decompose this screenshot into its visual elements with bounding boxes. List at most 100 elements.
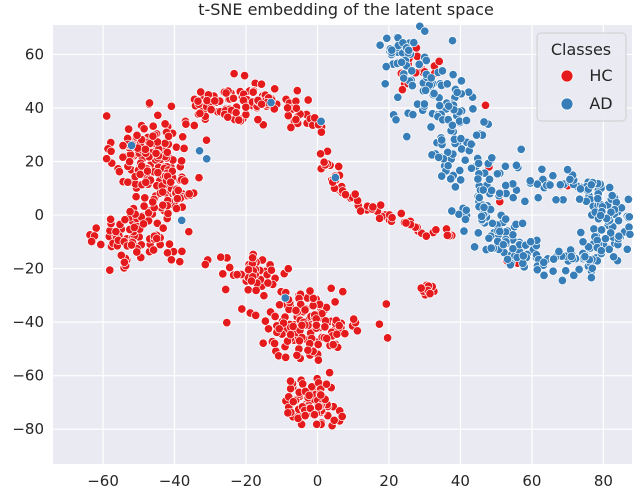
- ad-point: [127, 140, 137, 151]
- hc-point: [425, 289, 435, 299]
- legend-marker-ad: [560, 97, 574, 111]
- ad-point: [408, 110, 418, 120]
- hc-point: [270, 311, 280, 322]
- ad-point: [437, 135, 447, 145]
- hc-point: [421, 231, 431, 241]
- hc-point: [288, 397, 298, 407]
- hc-point: [270, 84, 280, 94]
- hc-point: [316, 149, 326, 159]
- ad-point: [177, 215, 187, 225]
- hc-point: [274, 300, 285, 310]
- hc-point: [221, 88, 231, 98]
- hc-point: [286, 330, 296, 340]
- ad-point: [466, 163, 477, 173]
- hc-point: [125, 157, 135, 167]
- ad-point: [539, 270, 549, 280]
- legend-label-ad: AD: [589, 94, 612, 113]
- ad-point: [600, 234, 611, 244]
- hc-point: [286, 384, 296, 394]
- hc-point: [148, 121, 158, 131]
- ad-point: [382, 33, 392, 43]
- ad-point: [486, 243, 496, 253]
- hc-point: [151, 148, 161, 158]
- hc-point: [416, 283, 426, 293]
- ad-point: [455, 165, 465, 176]
- ad-point: [563, 165, 573, 175]
- ad-point: [444, 101, 454, 111]
- hc-point: [181, 119, 191, 129]
- hc-point: [228, 93, 239, 103]
- ad-point: [381, 62, 391, 72]
- hc-point: [246, 276, 256, 286]
- x-tick-label: −20: [230, 472, 262, 490]
- hc-point: [244, 265, 254, 275]
- ad-point: [461, 115, 472, 126]
- hc-point: [350, 189, 360, 199]
- hc-point: [140, 144, 150, 154]
- hc-point: [396, 208, 406, 219]
- y-tick-labels: 60 40 20 0 −20 −40 −60 −80: [12, 45, 44, 438]
- hc-point: [314, 402, 324, 412]
- hc-point: [148, 197, 158, 207]
- ad-point: [456, 175, 466, 185]
- hc-point: [320, 322, 330, 332]
- hc-point: [106, 214, 116, 224]
- hc-point: [283, 264, 293, 274]
- hc-point: [158, 187, 168, 197]
- legend-title: Classes: [551, 40, 611, 59]
- hc-point: [232, 270, 242, 280]
- ad-point: [539, 257, 549, 267]
- hc-point: [148, 131, 158, 141]
- hc-point: [111, 227, 121, 237]
- hc-point: [158, 223, 168, 233]
- hc-point: [218, 269, 228, 279]
- legend-box: [536, 32, 627, 122]
- y-tick-label: 60: [25, 45, 44, 63]
- hc-point: [177, 156, 187, 166]
- hc-point: [298, 379, 308, 389]
- hc-point: [162, 248, 173, 258]
- hc-point: [195, 108, 205, 118]
- ad-point: [477, 211, 487, 221]
- ad-point: [194, 146, 205, 156]
- hc-point: [352, 326, 362, 336]
- x-tick-label: 20: [379, 472, 398, 490]
- hc-point: [118, 152, 128, 162]
- ad-point: [437, 171, 447, 181]
- legend: Classes HC AD: [536, 32, 627, 122]
- ad-point: [623, 194, 633, 204]
- ad-point: [487, 218, 497, 228]
- ad-point: [421, 85, 431, 95]
- hc-point: [283, 408, 293, 418]
- hc-point: [129, 222, 139, 233]
- hc-point: [332, 329, 342, 339]
- ad-point: [561, 266, 571, 276]
- hc-point: [309, 410, 320, 420]
- ad-point: [580, 252, 590, 262]
- hc-point: [442, 230, 452, 240]
- ad-point: [426, 73, 436, 83]
- hc-point: [158, 200, 168, 210]
- hc-point: [300, 305, 310, 315]
- chart-title: t-SNE embedding of the latent space: [198, 0, 494, 19]
- hc-point: [102, 111, 112, 121]
- hc-point: [248, 87, 258, 97]
- hc-point: [131, 192, 141, 202]
- hc-point: [349, 314, 359, 324]
- hc-point: [283, 111, 293, 121]
- ad-point: [501, 214, 511, 224]
- hc-point: [303, 345, 313, 355]
- ad-point: [399, 73, 409, 83]
- hc-point: [189, 120, 199, 131]
- hc-point: [202, 96, 212, 106]
- hc-point: [322, 333, 332, 344]
- ad-point: [456, 76, 466, 86]
- ad-point: [266, 98, 276, 108]
- hc-point: [184, 227, 194, 237]
- hc-point: [326, 283, 336, 293]
- ad-point: [586, 273, 596, 283]
- hc-point: [305, 403, 315, 413]
- hc-point: [337, 411, 347, 422]
- ad-point: [575, 194, 585, 204]
- ad-point: [407, 66, 417, 76]
